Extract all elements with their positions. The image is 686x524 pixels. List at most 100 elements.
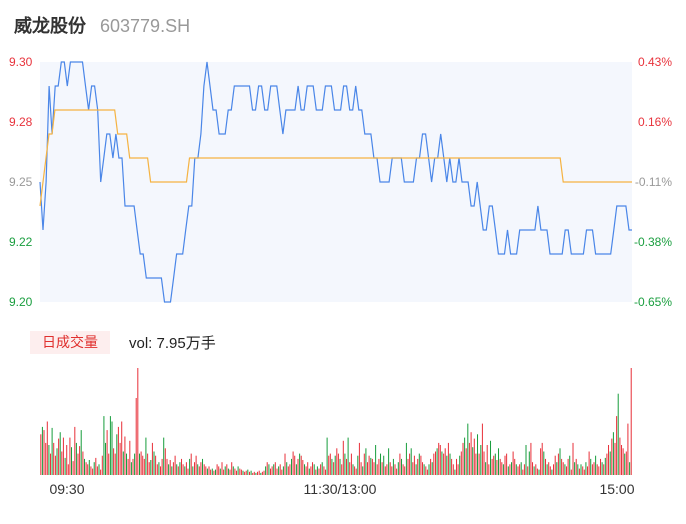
volume-bar bbox=[451, 458, 453, 475]
volume-bar bbox=[320, 464, 322, 475]
volume-bar bbox=[608, 445, 610, 475]
volume-bar bbox=[354, 466, 356, 475]
volume-bar bbox=[74, 426, 76, 475]
volume-bar bbox=[103, 416, 105, 475]
volume-bar bbox=[509, 464, 511, 475]
volume-bar bbox=[286, 462, 288, 475]
volume-bar bbox=[384, 466, 386, 475]
volume-bar bbox=[428, 464, 430, 475]
volume-bar bbox=[446, 455, 448, 475]
volume-bar bbox=[464, 437, 466, 475]
volume-bar bbox=[425, 466, 427, 475]
volume-bar bbox=[627, 423, 629, 475]
volume-bar bbox=[585, 462, 587, 475]
volume-bar bbox=[294, 455, 296, 475]
volume-bar bbox=[249, 471, 251, 475]
volume-bar bbox=[418, 453, 420, 475]
price-line bbox=[39, 61, 632, 303]
volume-bar bbox=[119, 442, 121, 475]
volume-bar bbox=[545, 458, 547, 475]
volume-bar bbox=[218, 466, 220, 475]
volume-bar bbox=[151, 442, 153, 475]
volume-bar bbox=[51, 427, 53, 475]
volume-bar bbox=[126, 453, 128, 475]
volume-bar bbox=[392, 458, 394, 475]
volume-bar bbox=[77, 453, 79, 475]
volume-bar bbox=[362, 466, 364, 475]
volume-bar bbox=[295, 464, 297, 475]
volume-bar bbox=[278, 466, 280, 475]
volume-bar bbox=[525, 445, 527, 475]
volume-bar bbox=[401, 458, 403, 475]
volume-bar bbox=[328, 455, 330, 475]
volume-bar bbox=[82, 451, 84, 475]
volume-bar bbox=[66, 445, 68, 475]
stock-code: 603779.SH bbox=[100, 16, 191, 36]
volume-bar bbox=[211, 468, 213, 475]
volume-bar bbox=[203, 464, 205, 475]
volume-bar bbox=[447, 442, 449, 475]
volume-bar bbox=[282, 466, 284, 475]
volume-bar bbox=[197, 464, 199, 475]
volume-bar bbox=[143, 458, 145, 475]
price-lines bbox=[39, 61, 632, 303]
volume-bar bbox=[185, 462, 187, 475]
volume-bar bbox=[459, 455, 461, 475]
volume-bar bbox=[397, 462, 399, 475]
volume-bar bbox=[333, 462, 335, 475]
volume-bar bbox=[302, 460, 304, 475]
volume-bar bbox=[168, 464, 170, 475]
volume-bar bbox=[612, 432, 614, 475]
volume-bar bbox=[231, 462, 233, 475]
volume-bar bbox=[129, 440, 131, 475]
volume-bar bbox=[281, 469, 283, 475]
volume-bar bbox=[279, 464, 281, 475]
volume-bar bbox=[98, 464, 100, 475]
volume-bar bbox=[596, 464, 598, 475]
volume-bar bbox=[507, 466, 509, 475]
volume-bar bbox=[53, 442, 55, 475]
volume-bar bbox=[189, 458, 191, 475]
volume-bar bbox=[367, 462, 369, 475]
volume-bar bbox=[276, 468, 278, 475]
volume-bar bbox=[538, 469, 540, 475]
volume-bar bbox=[46, 421, 48, 475]
volume-readout: vol: 7.95万手 bbox=[129, 335, 216, 352]
volume-bar bbox=[583, 469, 585, 475]
volume-bar bbox=[473, 438, 475, 475]
volume-bar bbox=[561, 458, 563, 475]
volume-bar bbox=[405, 442, 407, 475]
volume-bar bbox=[62, 437, 64, 475]
volume-bar bbox=[417, 458, 419, 475]
volume-bar bbox=[140, 451, 142, 475]
volume-bar bbox=[263, 470, 265, 475]
volume-bar bbox=[227, 468, 229, 475]
volume-bar bbox=[307, 462, 309, 475]
volume-bar bbox=[519, 464, 521, 475]
volume-bar bbox=[598, 466, 600, 475]
volume-bar bbox=[536, 468, 538, 475]
volume-bar bbox=[511, 462, 513, 475]
volume-bar bbox=[289, 464, 291, 475]
volume-bar bbox=[45, 442, 47, 475]
volume-bar bbox=[163, 437, 165, 475]
volume-bar bbox=[177, 466, 179, 475]
volume-bar bbox=[109, 416, 111, 475]
volume-bar bbox=[574, 462, 576, 475]
volume-bar bbox=[325, 469, 327, 475]
volume-bar bbox=[368, 455, 370, 475]
volume-bar bbox=[530, 442, 532, 475]
volume-bar bbox=[443, 453, 445, 475]
volume-bar bbox=[515, 464, 517, 475]
volume-bar bbox=[494, 453, 496, 475]
volume-bar bbox=[105, 442, 107, 475]
volume-bar bbox=[139, 453, 141, 475]
percent-tick-label: 0.16% bbox=[638, 115, 672, 129]
volume-bars bbox=[40, 368, 632, 476]
volume-bar bbox=[240, 469, 242, 475]
volume-bar bbox=[480, 445, 482, 475]
volume-bar bbox=[556, 462, 558, 475]
volume-bar bbox=[93, 462, 95, 475]
volume-bar bbox=[352, 464, 354, 475]
